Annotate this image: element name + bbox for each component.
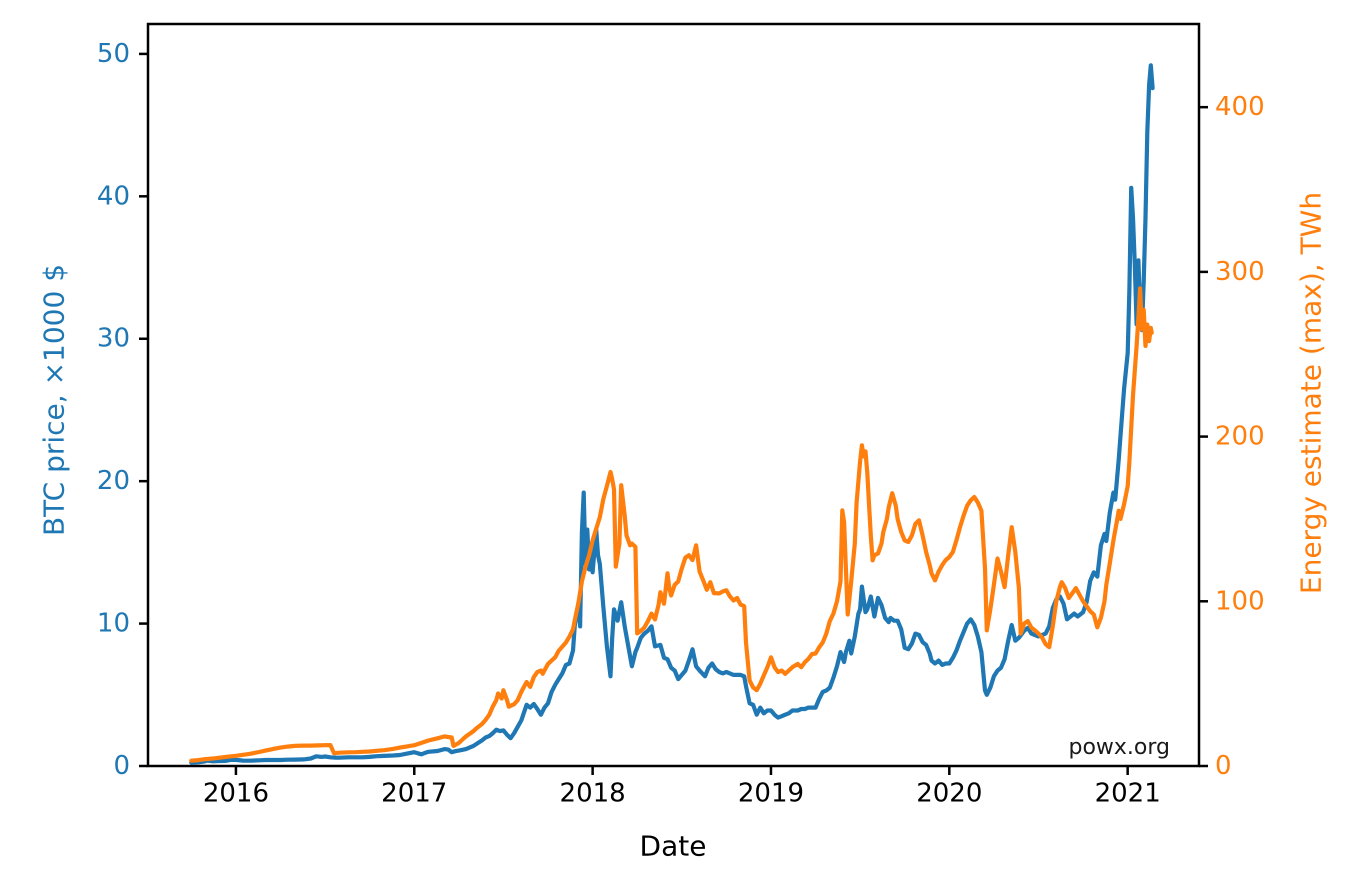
x-tick-label: 2016 xyxy=(203,778,269,808)
left-tick-label: 0 xyxy=(113,751,130,781)
btc-price-line xyxy=(189,63,1155,765)
left-y-axis-label: BTC price, ×1000 $ xyxy=(37,263,71,537)
watermark-text: powx.org xyxy=(1068,735,1170,760)
left-tick-label: 20 xyxy=(97,466,130,496)
right-tick-label: 300 xyxy=(1215,257,1265,287)
left-tick-label: 30 xyxy=(97,324,130,354)
x-tick-label: 2017 xyxy=(381,778,447,808)
x-axis-label: Date xyxy=(639,829,707,863)
right-tick-label: 200 xyxy=(1215,422,1265,452)
left-tick-label: 10 xyxy=(97,609,130,639)
energy-estimate-line xyxy=(189,286,1154,763)
right-tick-label: 100 xyxy=(1215,586,1265,616)
x-tick-label: 2020 xyxy=(916,778,982,808)
left-tick-label: 40 xyxy=(97,181,130,211)
x-tick-label: 2019 xyxy=(738,778,804,808)
x-tick-label: 2018 xyxy=(560,778,626,808)
right-y-axis-label: Energy estimate (max), TWh xyxy=(1294,191,1328,595)
plot-frame xyxy=(146,22,1201,768)
x-tick-label: 2021 xyxy=(1095,778,1161,808)
right-tick-label: 0 xyxy=(1215,751,1232,781)
right-tick-label: 400 xyxy=(1215,92,1265,122)
left-tick-label: 50 xyxy=(97,39,130,69)
